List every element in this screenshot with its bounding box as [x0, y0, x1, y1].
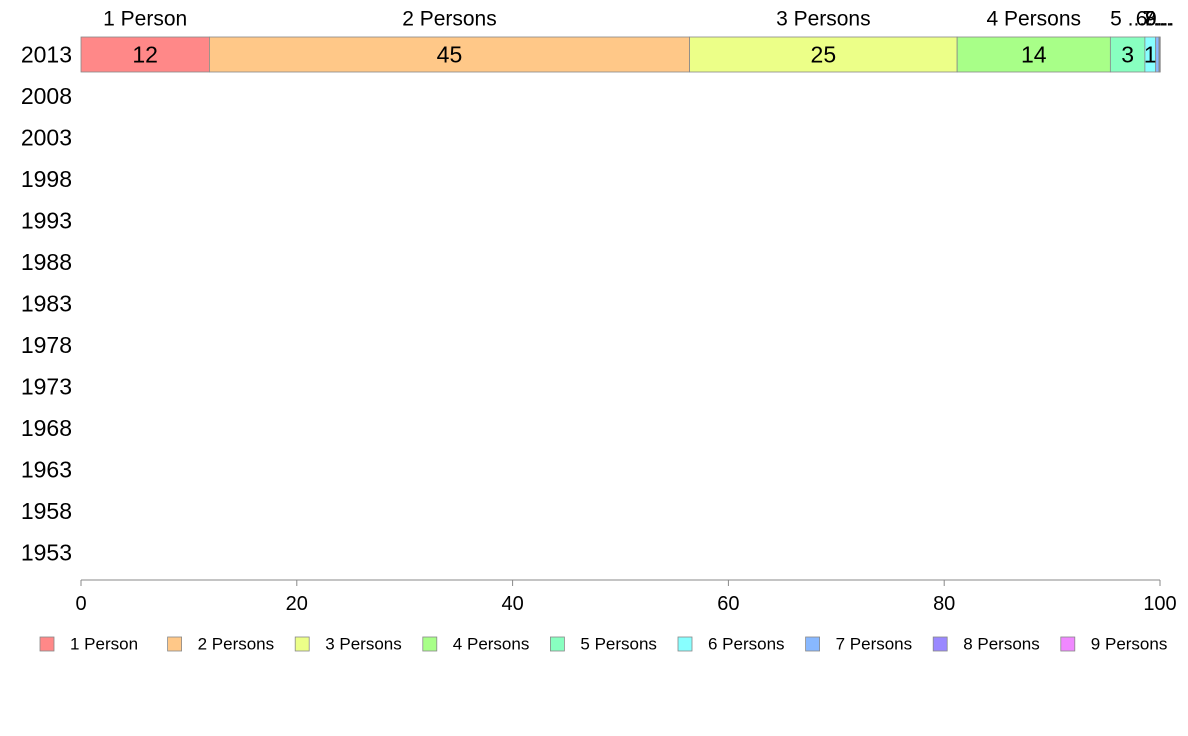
year-label-1968: 1968: [21, 415, 72, 441]
x-axis: 0 20 40 60 80 100: [75, 579, 1177, 615]
value-label-2: 45: [437, 42, 463, 68]
year-label-1978: 1978: [21, 332, 72, 358]
year-label-1988: 1988: [21, 249, 72, 275]
legend-swatch-4: [422, 636, 438, 652]
y-axis-labels: 2013 2008 2003 1998 1993 1988 1983 1978 1973 1968…: [21, 42, 72, 566]
value-label-3: 25: [811, 42, 837, 68]
bar-segment-2013-5: [1109, 36, 1146, 73]
x-tick-label-60: 60: [717, 593, 739, 615]
header-label-6: 6...: [1136, 8, 1165, 31]
legend-swatch-5: [550, 636, 565, 652]
year-label-1953: 1953: [21, 540, 72, 566]
year-label-2013: 2013: [21, 42, 72, 68]
segment-header-labels: 1 Person 2 Persons 3 Persons 4 Persons 5 ...…: [103, 8, 1174, 31]
header-label-4: 4 Persons: [986, 8, 1081, 31]
legend-swatch-3: [294, 636, 310, 652]
year-label-1993: 1993: [21, 208, 72, 234]
legend-label-2: 2 Persons: [198, 635, 275, 654]
legend-label-6: 6 Persons: [708, 635, 785, 654]
year-label-1983: 1983: [21, 291, 72, 317]
legend-swatch-9: [1060, 636, 1076, 652]
bar-segment-2013-7: [1155, 36, 1160, 73]
legend-label-1: 1 Person: [70, 635, 138, 654]
x-tick-label-100: 100: [1143, 593, 1176, 615]
legend-label-3: 3 Persons: [325, 635, 402, 654]
x-tick-label-20: 20: [286, 593, 308, 615]
header-label-1: 1 Person: [103, 8, 187, 31]
header-label-2: 2 Persons: [402, 8, 497, 31]
x-tick-label-0: 0: [75, 593, 86, 615]
x-tick-label-80: 80: [933, 593, 955, 615]
legend-label-7: 7 Persons: [836, 635, 913, 654]
header-label-8: 8...: [1145, 8, 1174, 31]
legend-label-5: 5 Persons: [580, 635, 657, 654]
year-label-1998: 1998: [21, 166, 72, 192]
header-label-5: 5 ...: [1110, 8, 1145, 31]
bar-segment-2013-3: [689, 36, 958, 73]
year-label-1958: 1958: [21, 498, 72, 524]
bar-segment-2013-2: [209, 36, 690, 73]
legend-swatch-8: [932, 636, 948, 652]
value-label-6: 1: [1144, 42, 1157, 68]
header-label-7: 7...: [1143, 8, 1172, 31]
value-label-4: 14: [1021, 42, 1047, 68]
legend-swatch-2: [167, 636, 183, 652]
legend: 1 Person 2 Persons 3 Persons 4 Persons 5 Per…: [39, 635, 1168, 654]
legend-swatch-6: [677, 636, 693, 652]
legend-swatch-7: [805, 636, 820, 652]
legend-swatch-1: [39, 636, 55, 652]
value-label-1: 12: [132, 42, 158, 68]
value-label-5: 3: [1121, 42, 1134, 68]
legend-label-9: 9 Persons: [1091, 635, 1168, 654]
header-label-3: 3 Persons: [776, 8, 871, 31]
legend-label-8: 8 Persons: [963, 635, 1040, 654]
year-label-2003: 2003: [21, 125, 72, 151]
x-tick-label-40: 40: [501, 593, 523, 615]
bars: 12 45 25 14 3 1: [80, 36, 1161, 73]
header-label-9: 9...: [1145, 8, 1174, 31]
legend-label-4: 4 Persons: [453, 635, 530, 654]
year-label-1973: 1973: [21, 374, 72, 400]
year-label-1963: 1963: [21, 457, 72, 483]
bar-segment-2013-9: [1159, 36, 1161, 73]
year-label-2008: 2008: [21, 83, 72, 109]
